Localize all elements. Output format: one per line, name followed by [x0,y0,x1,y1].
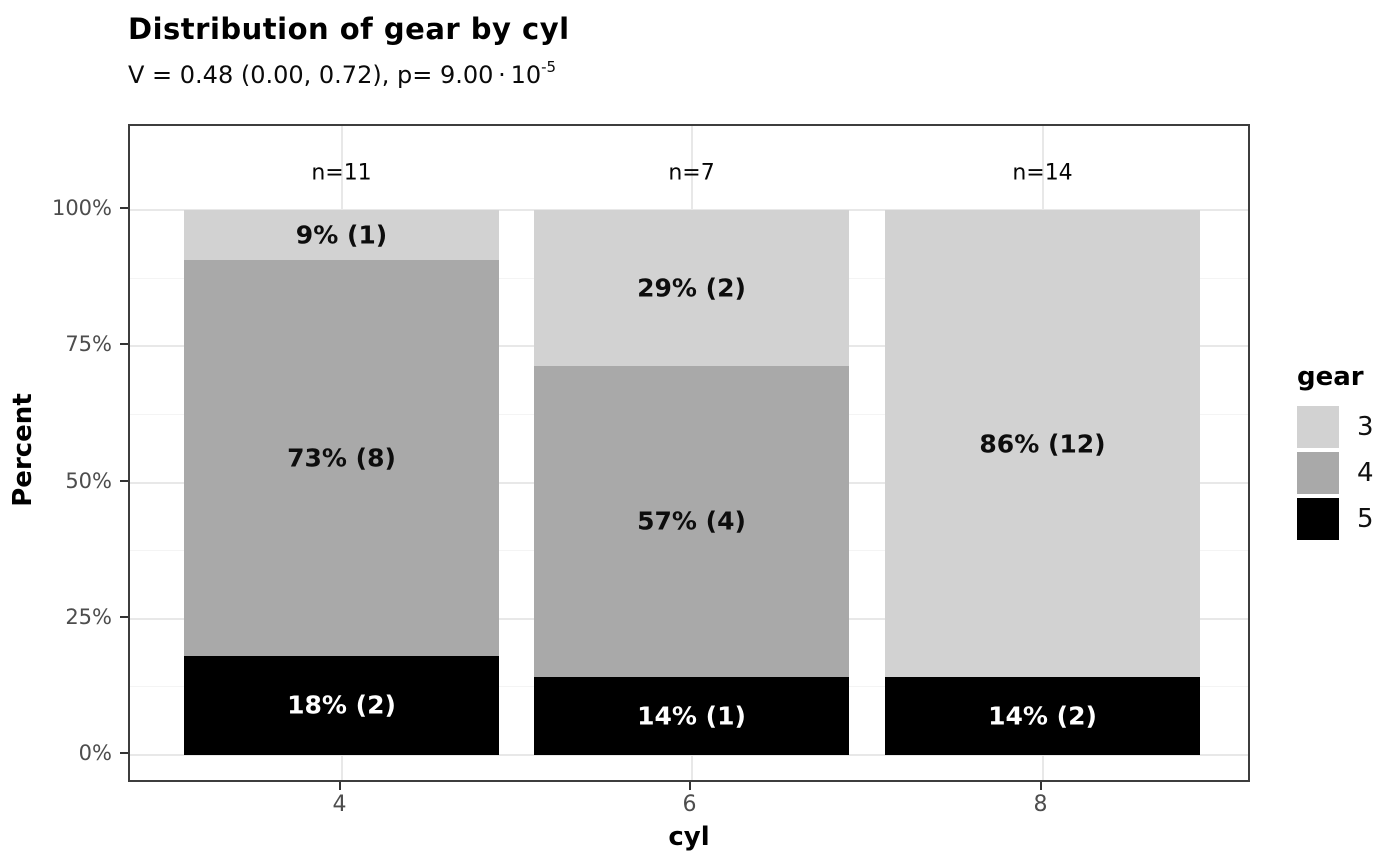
chart-subtitle: V = 0.48 (0.00, 0.72), p= 9.00 · 10-5 [128,58,557,89]
bar-segment-gear-4 [534,365,849,678]
sample-size-label: n=11 [311,160,372,186]
segment-label: 9% (1) [295,220,388,250]
sample-size-label: n=14 [1012,160,1073,186]
legend-key-label: 3 [1357,412,1374,442]
legend-key-label: 5 [1357,504,1374,534]
segment-label: 14% (1) [637,701,746,731]
sample-size-label: n=7 [668,160,715,186]
y-tick-mark [120,752,128,754]
x-tick-label: 6 [682,792,697,817]
x-tick-mark [1039,782,1042,790]
x-tick-mark [338,782,341,790]
legend: gear 3 4 5 [1297,362,1397,544]
x-tick-label: 4 [332,792,347,817]
legend-key-gear-4: 4 [1297,452,1397,494]
y-tick-label: 50% [65,468,112,493]
segment-label: 86% (12) [979,429,1106,459]
legend-key-label: 4 [1357,458,1374,488]
y-tick-label: 0% [78,741,112,765]
gridline-major [130,754,1248,756]
y-tick-mark [120,615,128,618]
bar-segment-gear-4 [184,259,499,656]
bar-segment-gear-3 [885,210,1200,678]
chart-title: Distribution of gear by cyl [128,12,570,46]
y-tick-mark [120,479,128,482]
segment-label: 73% (8) [287,443,396,473]
legend-title: gear [1297,362,1364,392]
plot-panel: 18% (2) 73% (8) 9% (1) n=11 14% (1) 57% (4) 29… [128,124,1250,782]
bar-segment-gear-5 [184,655,499,755]
y-tick-label: 100% [51,196,112,220]
legend-key-gear-3: 3 [1297,406,1397,448]
y-tick-mark [120,343,128,346]
segment-label: 18% (2) [287,690,396,720]
legend-swatch-gear-3 [1297,406,1339,448]
bar-segment-gear-5 [534,677,849,755]
legend-key-gear-5: 5 [1297,498,1397,540]
legend-keys: 3 4 5 [1297,406,1397,540]
x-tick-mark [688,782,691,790]
segment-label: 57% (4) [637,506,746,536]
bar-segment-gear-3 [184,210,499,260]
bar-segment-gear-3 [534,210,849,366]
y-axis-title: Percent [8,393,38,507]
legend-swatch-gear-5 [1297,498,1339,540]
x-tick-label: 8 [1033,792,1048,817]
x-axis-title: cyl [668,822,710,852]
y-tick-mark [120,207,128,209]
segment-label: 29% (2) [637,273,746,303]
subtitle-exponent: -5 [541,58,557,76]
bar-segment-gear-5 [885,677,1200,755]
y-tick-label: 75% [65,332,112,357]
y-tick-label: 25% [65,604,112,629]
legend-swatch-gear-4 [1297,452,1339,494]
segment-label: 14% (2) [988,701,1097,731]
subtitle-statistics: V = 0.48 (0.00, 0.72), p= 9.00 · 10 [128,61,542,89]
